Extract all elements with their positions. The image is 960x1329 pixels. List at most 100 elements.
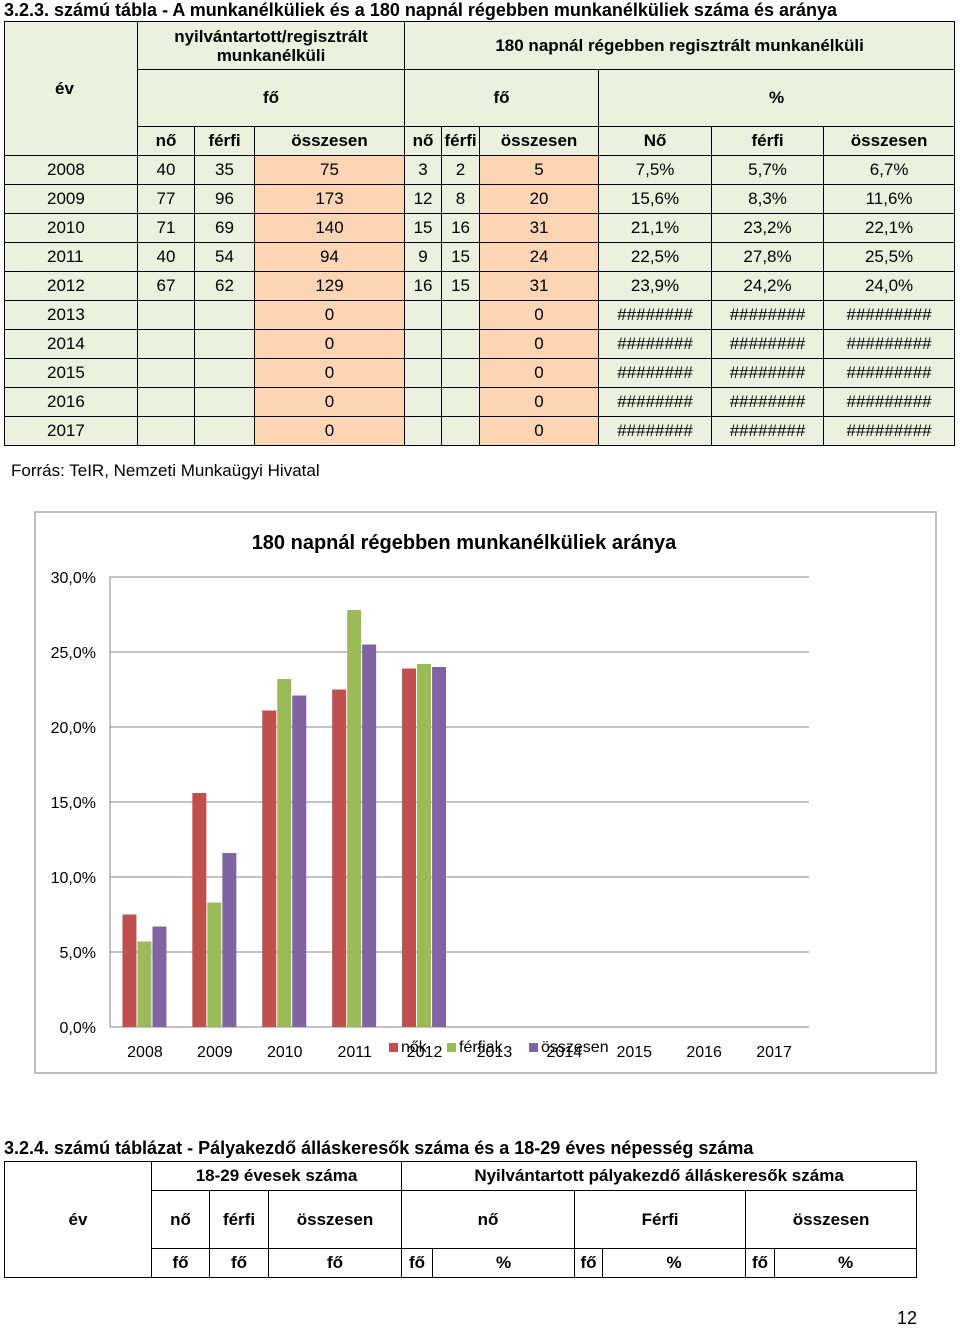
table-cell (404, 387, 443, 417)
table-cell: ######### (823, 416, 956, 446)
header-registered: nyilvántartott/regisztrált munkanélküli (136, 21, 406, 70)
table-row: 2015 0 0 ######## ######## ######### (4, 358, 956, 388)
row-year: 2010 (4, 213, 138, 243)
bar-férfiak (137, 941, 152, 1027)
table-cell: ######## (598, 300, 713, 330)
row-year: 2015 (4, 358, 138, 388)
table-cell: ######### (823, 358, 956, 388)
t1-subheader-cell: Nő (598, 126, 713, 156)
table-cell: 15 (441, 242, 481, 272)
t1-subheader-cell: nő (137, 126, 195, 156)
y-tick-label: 10,0% (51, 870, 96, 887)
table-cell (137, 358, 195, 388)
table-cell (404, 416, 443, 446)
bar-összesen (222, 853, 237, 1027)
t2-unit-cell: % (602, 1248, 747, 1278)
y-tick-label: 20,0% (51, 720, 96, 737)
t2-unit-cell: fő (574, 1248, 604, 1278)
table-cell (137, 300, 195, 330)
t2-subheader-cell: nő (401, 1190, 576, 1249)
t1-subheader-cell: férfi (711, 126, 825, 156)
row-year: 2013 (4, 300, 138, 330)
table-cell: ######## (598, 358, 713, 388)
table-cell: ######## (598, 329, 713, 359)
y-tick-label: 0,0% (60, 1020, 96, 1037)
table-cell (194, 416, 255, 446)
x-tick-label: 2015 (616, 1044, 652, 1061)
row-year: 2014 (4, 329, 138, 359)
table-cell: 140 (253, 213, 406, 243)
unemployment-table: év nyilvántartott/regisztrált munkanélkül… (4, 21, 956, 446)
legend-label: nők (401, 1039, 428, 1056)
t2-header-group2: Nyilvántartott pályakezdő álláskeresők s… (401, 1161, 918, 1191)
table-cell (404, 300, 443, 330)
table-cell: 96 (194, 184, 255, 214)
bar-összesen (292, 695, 307, 1027)
table-cell (441, 358, 481, 388)
table-cell: ######### (823, 300, 956, 330)
x-tick-label: 2013 (477, 1044, 513, 1061)
table-cell: 40 (137, 242, 195, 272)
row-year: 2012 (4, 271, 138, 301)
table-row: 2009 77 96 173 12 8 20 15,6% 8,3% 11,6% (4, 184, 956, 214)
table-cell: 12 (404, 184, 443, 214)
table-cell: 0 (253, 329, 406, 359)
table-cell (441, 300, 481, 330)
table-cell: 5,7% (711, 155, 825, 185)
legend-swatch (529, 1043, 538, 1052)
table-cell: 8 (441, 184, 481, 214)
table-cell: 6,7% (823, 155, 956, 185)
bar-nők (192, 793, 207, 1027)
table-cell: 129 (253, 271, 406, 301)
t1-subheader-cell: összesen (823, 126, 956, 156)
page-number: 12 (897, 1308, 918, 1328)
table-row: 2008 40 35 75 3 2 5 7,5% 5,7% 6,7% (4, 155, 956, 185)
table-cell: 16 (441, 213, 481, 243)
legend-swatch (447, 1043, 456, 1052)
table-cell: 62 (194, 271, 255, 301)
table-cell (404, 329, 443, 359)
x-tick-label: 2017 (756, 1044, 792, 1061)
t1-subheader-cell: nő (404, 126, 443, 156)
bar-összesen (152, 926, 167, 1027)
table-cell: 67 (137, 271, 195, 301)
x-tick-label: 2014 (547, 1044, 583, 1061)
table-cell: ######### (823, 387, 956, 417)
table-cell: 22,5% (598, 242, 713, 272)
table-cell: 22,1% (823, 213, 956, 243)
t2-unit-cell: fő (267, 1248, 403, 1278)
bar-összesen (432, 667, 447, 1027)
table-cell: 173 (253, 184, 406, 214)
table-cell: 24,0% (823, 271, 956, 301)
table-cell: 94 (253, 242, 406, 272)
x-tick-label: 2012 (407, 1044, 443, 1061)
table-cell: ######### (823, 329, 956, 359)
table-cell: 0 (479, 416, 600, 446)
t2-unit-cell: % (432, 1248, 576, 1278)
table-cell: 27,8% (711, 242, 825, 272)
table-cell: 5 (479, 155, 600, 185)
bar-nők (402, 668, 417, 1027)
legend-label: férfiak (459, 1039, 504, 1056)
table-cell: 0 (479, 329, 600, 359)
bar-férfiak (277, 679, 292, 1027)
header-fo-1: fő (136, 69, 406, 127)
chart-title: 180 napnál régebben munkanélküliek arány… (252, 532, 677, 554)
table-cell: 77 (137, 184, 195, 214)
table-cell (194, 300, 255, 330)
x-tick-label: 2009 (197, 1044, 233, 1061)
table-cell (137, 416, 195, 446)
table-cell (194, 387, 255, 417)
table-cell: 0 (253, 416, 406, 446)
t2-header-year: év (4, 1161, 152, 1278)
table-cell: 8,3% (711, 184, 825, 214)
table-cell: 40 (137, 155, 195, 185)
bar-nők (122, 914, 137, 1027)
table-cell (194, 358, 255, 388)
y-tick-label: 5,0% (60, 945, 96, 962)
table-cell (137, 329, 195, 359)
bar-nők (262, 710, 277, 1027)
table-cell: 7,5% (598, 155, 713, 185)
t2-subheader-cell: nő (151, 1190, 210, 1249)
x-tick-label: 2011 (337, 1044, 372, 1061)
